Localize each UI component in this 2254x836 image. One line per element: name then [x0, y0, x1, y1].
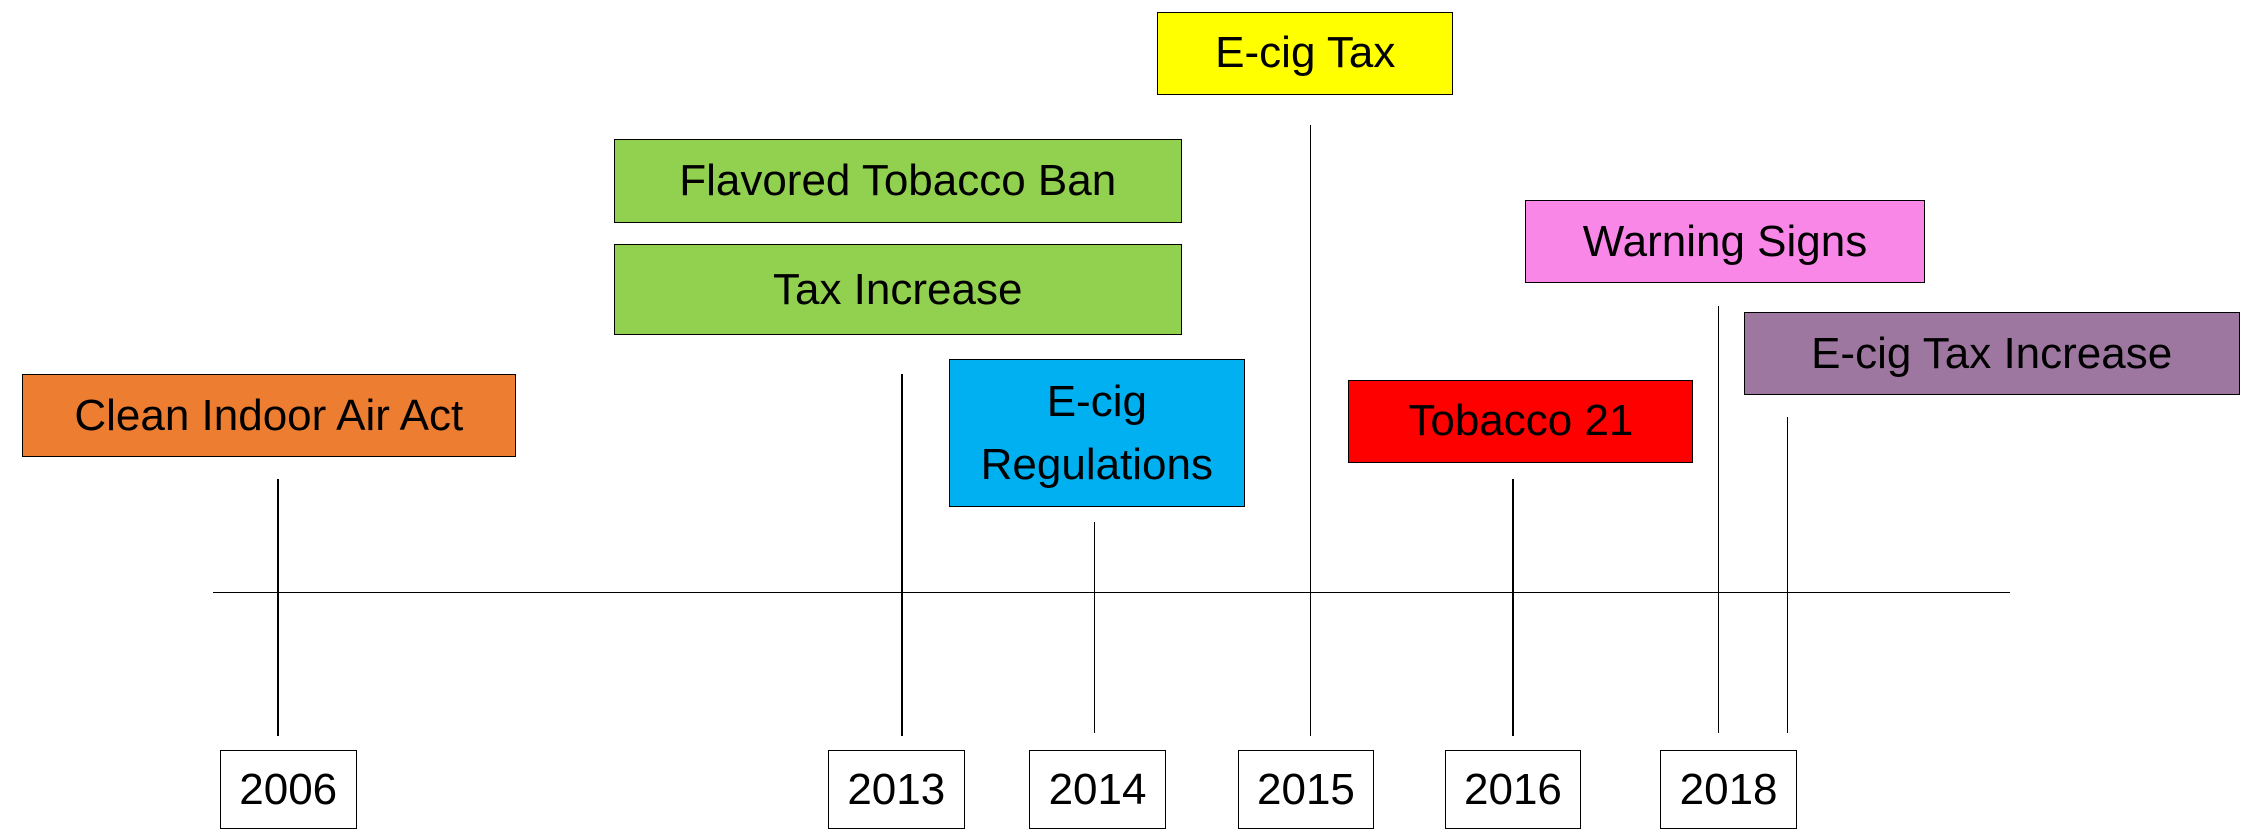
- connector: [1786, 416, 1789, 734]
- connector: [277, 478, 279, 736]
- event-box: Tax Increase: [613, 244, 1182, 335]
- year-box: 2018: [1660, 750, 1797, 830]
- connector: [1309, 125, 1311, 736]
- year-box: 2016: [1444, 750, 1582, 830]
- connector: [1093, 521, 1096, 734]
- event-box: E-cig Regulations: [948, 359, 1245, 508]
- connector: [1717, 306, 1720, 734]
- axis-line: [212, 591, 2010, 593]
- event-box: E-cig Tax Increase: [1743, 311, 2240, 396]
- event-box: E-cig Tax: [1157, 11, 1454, 95]
- event-box: Clean Indoor Air Act: [21, 373, 517, 458]
- event-box: Tobacco 21: [1348, 379, 1694, 463]
- year-box: 2015: [1237, 750, 1375, 830]
- connector: [901, 373, 903, 736]
- event-box: Warning Signs: [1525, 199, 1925, 284]
- year-box: 2006: [219, 750, 357, 830]
- connector: [1512, 478, 1514, 736]
- event-box: Flavored Tobacco Ban: [613, 139, 1182, 223]
- year-box: 2013: [828, 750, 965, 830]
- year-box: 2014: [1029, 750, 1166, 830]
